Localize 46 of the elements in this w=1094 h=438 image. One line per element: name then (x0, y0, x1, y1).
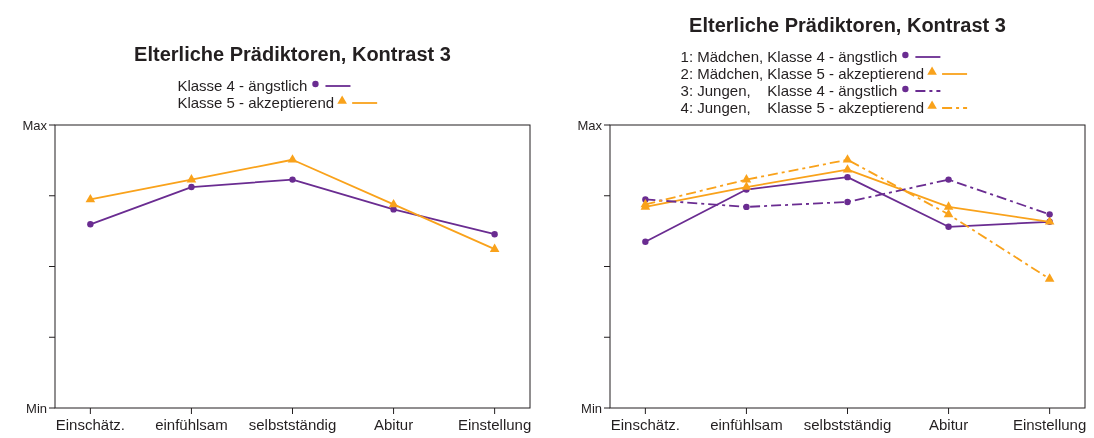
text: Min (581, 400, 602, 416)
legend-label: Klasse 5 - akzeptierend (177, 94, 335, 111)
point (390, 206, 397, 213)
point (188, 183, 195, 191)
legend-label: 2: Mädchen, Klasse 5 - akzeptierend (680, 65, 925, 82)
point (743, 203, 750, 211)
x-tick-label: Einstellung (457, 416, 532, 433)
point (186, 174, 197, 183)
point (489, 243, 500, 252)
point (1046, 211, 1053, 218)
legend-label: 4: Jungen, Klasse 5 - akzeptierend (680, 99, 925, 116)
x-tick-label: selbstständig (803, 416, 892, 433)
chart-title: Elterliche Prädiktoren, Kontrast 3 (134, 43, 451, 65)
point (287, 154, 298, 163)
text: Max (577, 117, 603, 133)
point (945, 176, 952, 183)
point (844, 198, 851, 206)
x-tick-label: Abitur (373, 416, 414, 433)
x-tick-label: einfühlsam (155, 416, 228, 433)
point (842, 154, 853, 163)
point (943, 208, 954, 218)
point (289, 176, 296, 183)
text: Max (22, 117, 48, 133)
point (945, 223, 952, 230)
point (388, 198, 399, 208)
point (87, 221, 94, 228)
point (642, 238, 649, 245)
x-tick-label: einfühlsam (710, 416, 783, 433)
point (741, 181, 752, 190)
point (844, 173, 851, 181)
x-tick-label: Abitur (928, 416, 969, 433)
point (741, 174, 752, 183)
point (491, 231, 498, 238)
chart-title: Elterliche Prädiktoren, Kontrast 3 (689, 14, 1006, 36)
legend-label: Klasse 4 - ängstlich (177, 77, 308, 94)
text: Min (26, 400, 47, 416)
legend-label: 3: Jungen, Klasse 4 - ängstlich (680, 82, 898, 99)
x-tick-label: selbstständig (248, 416, 337, 433)
x-tick-label: Einschätz. (610, 416, 680, 433)
point (842, 164, 853, 173)
point (1044, 273, 1055, 282)
point (943, 201, 954, 210)
point (85, 193, 96, 203)
x-tick-label: Einschätz. (55, 416, 125, 433)
legend-label: 1: Mädchen, Klasse 4 - ängstlich (680, 48, 898, 65)
x-tick-label: Einstellung (1012, 416, 1087, 433)
